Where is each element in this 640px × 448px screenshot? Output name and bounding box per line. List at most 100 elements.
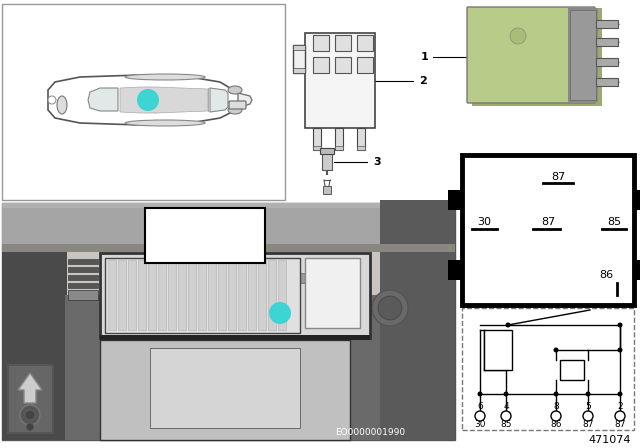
Ellipse shape	[57, 96, 67, 114]
Polygon shape	[48, 75, 242, 125]
Circle shape	[48, 96, 56, 104]
Bar	[100, 335, 370, 340]
Bar	[335, 128, 343, 150]
Text: 1: 1	[420, 52, 428, 62]
Circle shape	[501, 411, 511, 421]
Bar	[138, 260, 146, 330]
FancyBboxPatch shape	[229, 101, 246, 109]
Text: 87: 87	[582, 419, 594, 428]
Bar	[634, 190, 640, 210]
Bar	[357, 57, 373, 73]
Bar	[357, 128, 365, 150]
Bar	[2, 244, 455, 252]
Bar	[255, 273, 270, 283]
Circle shape	[510, 28, 526, 44]
Bar	[8, 365, 53, 433]
Circle shape	[26, 423, 34, 431]
Bar	[335, 57, 351, 73]
Ellipse shape	[125, 120, 205, 126]
Bar	[258, 260, 266, 330]
Text: 1: 1	[144, 95, 152, 105]
Circle shape	[583, 411, 593, 421]
Bar	[335, 35, 351, 51]
Bar	[145, 208, 265, 263]
Bar	[228, 260, 236, 330]
Bar	[596, 38, 618, 46]
Ellipse shape	[228, 106, 242, 114]
Text: V23134: V23134	[509, 22, 527, 26]
Circle shape	[137, 89, 159, 111]
Text: 86: 86	[550, 419, 562, 428]
Bar	[448, 190, 462, 210]
Text: 87: 87	[614, 419, 626, 428]
Text: 87: 87	[541, 217, 555, 227]
Bar	[178, 260, 186, 330]
Circle shape	[372, 290, 408, 326]
Circle shape	[554, 392, 559, 396]
Bar	[570, 10, 596, 100]
Bar	[208, 260, 216, 330]
Circle shape	[618, 323, 623, 327]
Circle shape	[20, 405, 40, 425]
Circle shape	[506, 323, 511, 327]
Text: 6: 6	[477, 401, 483, 410]
Circle shape	[269, 302, 291, 324]
Bar	[248, 260, 256, 330]
Bar	[560, 360, 584, 380]
Bar	[158, 260, 166, 330]
Bar	[380, 200, 455, 440]
Bar	[108, 260, 116, 330]
Text: 30: 30	[477, 217, 491, 227]
Bar	[65, 295, 380, 440]
Bar	[2, 203, 455, 440]
Text: 85: 85	[607, 217, 621, 227]
Polygon shape	[120, 87, 208, 113]
Bar	[293, 45, 305, 50]
Bar	[2, 245, 67, 440]
Bar	[568, 8, 598, 102]
Bar	[357, 35, 373, 51]
Text: 2: 2	[617, 401, 623, 410]
Bar	[68, 259, 98, 264]
Polygon shape	[238, 93, 252, 108]
Polygon shape	[210, 88, 228, 112]
Bar	[462, 155, 634, 305]
Ellipse shape	[228, 86, 242, 94]
Text: 1: 1	[276, 308, 284, 318]
Circle shape	[554, 348, 559, 353]
Bar	[634, 260, 640, 280]
Bar	[313, 146, 321, 150]
Circle shape	[551, 411, 561, 421]
Bar	[320, 148, 334, 154]
Polygon shape	[88, 88, 118, 111]
Bar	[198, 260, 206, 330]
Text: 2: 2	[419, 76, 427, 86]
Text: 85: 85	[500, 419, 512, 428]
Text: 3: 3	[373, 157, 381, 167]
Bar	[2, 208, 455, 273]
Circle shape	[477, 392, 483, 396]
Circle shape	[618, 392, 623, 396]
Bar	[218, 260, 226, 330]
Bar	[2, 4, 285, 200]
Bar	[472, 8, 602, 106]
Bar	[2, 248, 455, 303]
Text: 8: 8	[553, 401, 559, 410]
Circle shape	[378, 296, 402, 320]
Bar	[68, 283, 98, 288]
Bar	[100, 340, 350, 440]
Text: 5: 5	[585, 401, 591, 410]
Bar	[322, 148, 332, 170]
Bar	[148, 260, 156, 330]
Circle shape	[25, 410, 35, 420]
Bar	[293, 68, 305, 73]
Polygon shape	[18, 373, 42, 403]
Text: 87: 87	[551, 172, 565, 182]
Text: X10156: X10156	[179, 233, 232, 246]
Text: TYCO: TYCO	[511, 13, 524, 18]
Bar	[68, 290, 98, 300]
Text: K96: K96	[191, 216, 218, 229]
Circle shape	[504, 392, 509, 396]
Circle shape	[475, 411, 485, 421]
Bar	[215, 273, 245, 283]
